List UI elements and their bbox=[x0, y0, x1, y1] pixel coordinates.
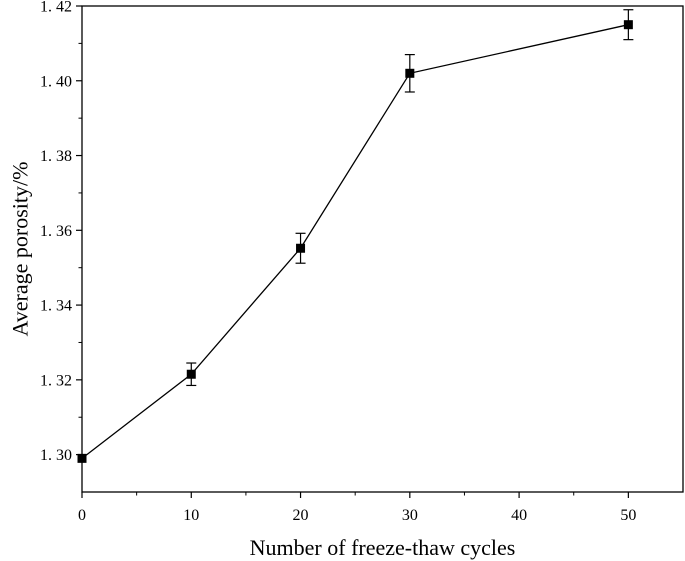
y-tick-label: 1. 32 bbox=[40, 372, 72, 389]
data-point bbox=[77, 453, 87, 463]
x-tick-label: 10 bbox=[183, 507, 199, 524]
x-axis-ticks: 0 10 20 30 40 50 bbox=[78, 492, 636, 524]
plot-frame bbox=[81, 5, 684, 493]
series-layer bbox=[77, 9, 634, 463]
y-tick-label: 1. 42 bbox=[40, 0, 72, 16]
y-tick-label: 1. 30 bbox=[40, 447, 72, 464]
y-axis-ticks: 1. 30 1. 32 1. 34 1. 36 1. 38 1. 40 1. 42 bbox=[40, 0, 82, 464]
y-tick-label: 1. 36 bbox=[40, 223, 72, 240]
data-point bbox=[186, 369, 196, 379]
data-point bbox=[405, 68, 415, 78]
x-tick-label: 40 bbox=[511, 507, 527, 524]
y-tick-label: 1. 40 bbox=[40, 73, 72, 90]
y-tick-label: 1. 38 bbox=[40, 148, 72, 165]
y-tick-label: 1. 34 bbox=[40, 298, 72, 315]
series-line bbox=[81, 24, 629, 459]
x-axis-title: Number of freeze-thaw cycles bbox=[250, 535, 516, 560]
x-tick-label: 50 bbox=[620, 507, 636, 524]
plot-border bbox=[81, 5, 684, 493]
y-axis-title: Average porosity/% bbox=[8, 162, 33, 337]
data-point bbox=[296, 243, 306, 253]
x-tick-label: 30 bbox=[402, 507, 418, 524]
data-point bbox=[623, 20, 633, 30]
x-tick-label: 20 bbox=[293, 507, 309, 524]
x-tick-label: 0 bbox=[78, 507, 86, 524]
